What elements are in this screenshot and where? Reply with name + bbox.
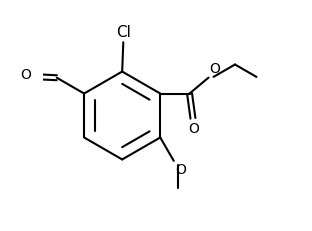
Text: O: O <box>189 122 199 136</box>
Text: O: O <box>210 62 221 76</box>
Text: Cl: Cl <box>116 24 131 40</box>
Text: O: O <box>175 163 186 177</box>
Text: O: O <box>20 68 31 82</box>
